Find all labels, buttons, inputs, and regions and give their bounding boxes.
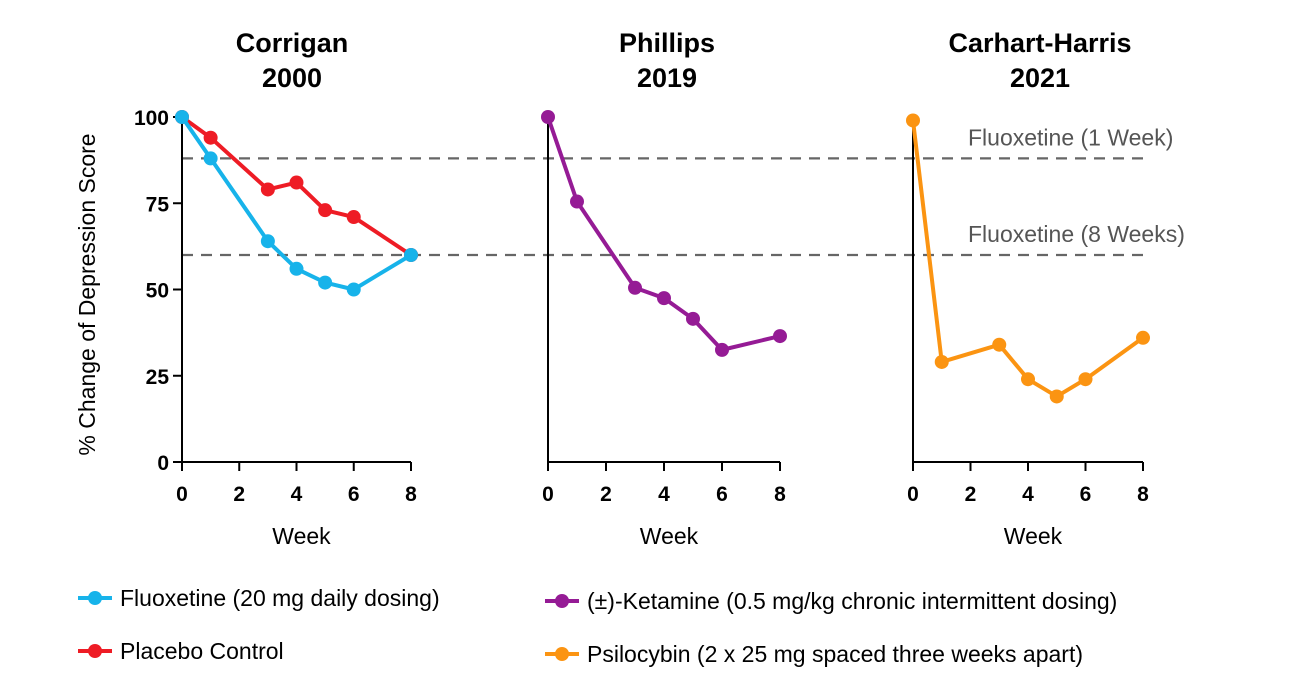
y-axis-label: % Change of Depression Score bbox=[74, 133, 100, 455]
x-axis-label: Week bbox=[1004, 523, 1063, 549]
data-point bbox=[1049, 389, 1064, 404]
data-point bbox=[1136, 330, 1150, 345]
data-point bbox=[318, 275, 333, 290]
panel-2: Carhart-Harris 2021 0 2 4 6 8 Week bbox=[906, 28, 1150, 549]
reference-line-label: Fluoxetine (8 Weeks) bbox=[968, 221, 1185, 247]
data-point bbox=[346, 210, 361, 225]
data-point bbox=[570, 194, 584, 209]
x-tick-label: 2 bbox=[600, 483, 612, 506]
y-tick-label: 75 bbox=[146, 193, 170, 216]
legend-label: (±)-Ketamine (0.5 mg/kg chronic intermit… bbox=[587, 588, 1117, 614]
legend-swatch-marker bbox=[88, 591, 102, 605]
data-point bbox=[260, 234, 275, 249]
series-line bbox=[546, 116, 781, 352]
reference-line-label: Fluoxetine (1 Week) bbox=[968, 124, 1173, 150]
x-tick-label: 8 bbox=[1137, 483, 1149, 506]
panel-title-line2: 2000 bbox=[262, 63, 322, 93]
legend-swatch-marker bbox=[555, 647, 569, 661]
x-tick-label: 0 bbox=[176, 483, 188, 506]
x-tick-label: 0 bbox=[907, 483, 919, 506]
data-point bbox=[773, 329, 787, 344]
x-tick-label: 4 bbox=[658, 483, 670, 506]
data-point bbox=[1078, 372, 1093, 387]
panel-title-line1: Carhart-Harris bbox=[948, 28, 1131, 58]
y-tick-label: 50 bbox=[146, 280, 169, 303]
panel-0: Corrigan 2000 0 2 4 6 8 0 25 50 75 100 Week % Change … bbox=[74, 28, 418, 549]
x-tick-label: 4 bbox=[1022, 483, 1034, 506]
data-point bbox=[686, 311, 700, 326]
data-point bbox=[289, 175, 304, 190]
panel-title-line2: 2021 bbox=[1010, 63, 1070, 93]
data-point bbox=[203, 130, 218, 145]
x-axis-label: Week bbox=[272, 523, 331, 549]
x-tick-label: 6 bbox=[716, 483, 728, 506]
data-point bbox=[906, 113, 920, 128]
x-tick-label: 0 bbox=[542, 483, 554, 506]
legend-label: Fluoxetine (20 mg daily dosing) bbox=[120, 585, 440, 611]
legend-swatch-marker bbox=[555, 594, 569, 608]
panel-title-line1: Phillips bbox=[619, 28, 715, 58]
data-point bbox=[992, 337, 1007, 352]
x-tick-label: 8 bbox=[405, 483, 417, 506]
legend-item: Fluoxetine (20 mg daily dosing) bbox=[78, 585, 440, 611]
data-point bbox=[934, 354, 949, 369]
panel-title-line2: 2019 bbox=[637, 63, 697, 93]
y-tick-label: 0 bbox=[157, 452, 169, 475]
data-point bbox=[541, 110, 555, 124]
panel-1: Phillips 2019 0 2 4 6 8 Week bbox=[541, 28, 787, 549]
y-tick-label: 100 bbox=[134, 107, 169, 130]
x-tick-label: 8 bbox=[774, 483, 786, 506]
x-tick-label: 2 bbox=[965, 483, 977, 506]
series-line bbox=[911, 120, 1145, 399]
data-point bbox=[404, 248, 418, 262]
data-point bbox=[346, 282, 361, 297]
panel-title-line1: Corrigan bbox=[236, 28, 349, 58]
x-tick-label: 6 bbox=[1080, 483, 1092, 506]
x-tick-label: 2 bbox=[233, 483, 245, 506]
data-point bbox=[289, 261, 304, 276]
data-point bbox=[1021, 372, 1035, 387]
legend-item: Placebo Control bbox=[78, 638, 284, 664]
x-tick-label: 6 bbox=[348, 483, 360, 506]
x-axis-label: Week bbox=[640, 523, 699, 549]
data-point bbox=[260, 182, 275, 197]
legend-item: (±)-Ketamine (0.5 mg/kg chronic intermit… bbox=[545, 588, 1117, 614]
data-point bbox=[628, 280, 642, 295]
data-point bbox=[203, 151, 218, 166]
legend-label: Psilocybin (2 x 25 mg spaced three weeks… bbox=[587, 641, 1083, 667]
data-point bbox=[657, 291, 671, 306]
data-point bbox=[318, 203, 333, 218]
data-point bbox=[715, 342, 729, 357]
data-point bbox=[175, 110, 189, 124]
y-tick-label: 25 bbox=[146, 366, 170, 389]
legend-label: Placebo Control bbox=[120, 638, 284, 664]
x-tick-label: 4 bbox=[291, 483, 303, 506]
legend-swatch-marker bbox=[88, 644, 102, 658]
legend-item: Psilocybin (2 x 25 mg spaced three weeks… bbox=[545, 641, 1083, 667]
